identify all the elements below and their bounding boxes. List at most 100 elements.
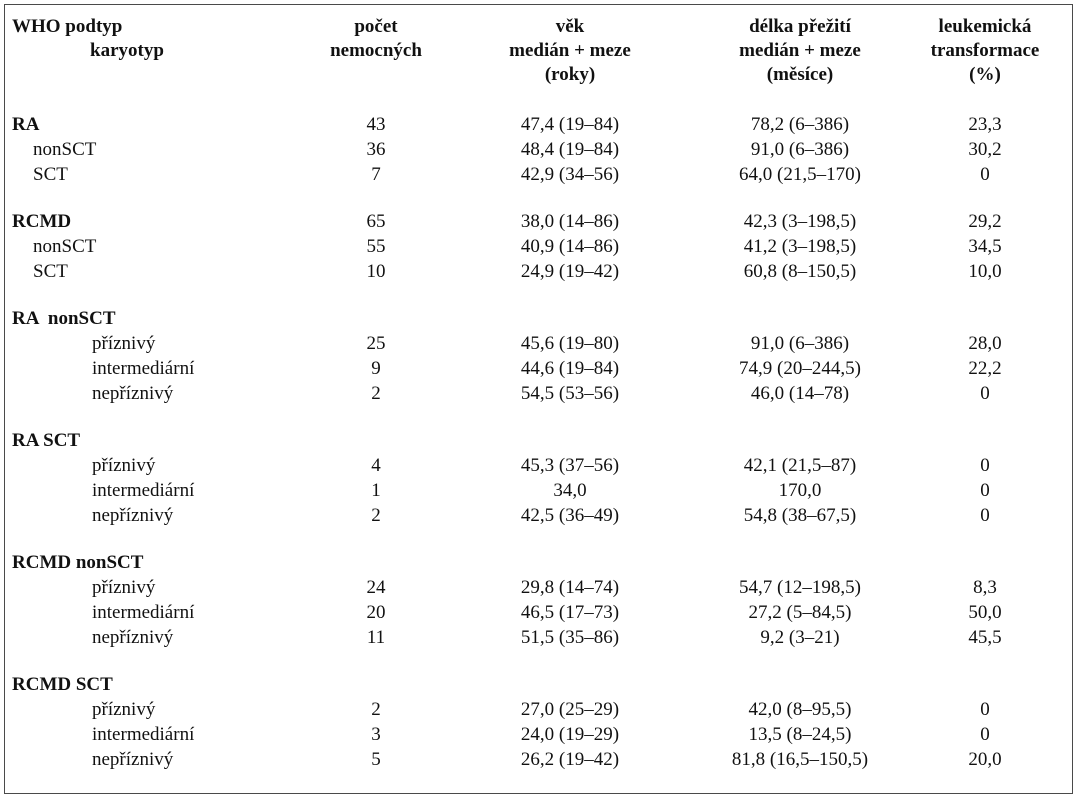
row-label: RCMD	[12, 211, 72, 232]
group-ra: RA 43 47,4 (19–84) 78,2 (6–386) 23,3 non…	[0, 112, 1079, 187]
cell-count: 43	[366, 114, 386, 135]
cell-count: 5	[371, 749, 381, 770]
cell-age: 42,5 (36–49)	[520, 505, 620, 526]
cell-count: 24	[366, 577, 386, 598]
table-row: RA SCT	[0, 428, 1079, 453]
group-rcmd-sct: RCMD SCT příznivý 2 27,0 (25–29) 42,0 (8…	[0, 672, 1079, 772]
header-survival-line-3: (měsíce)	[766, 64, 834, 85]
cell-survival: 9,2 (3–21)	[760, 627, 840, 648]
cell-leukemic: 0	[980, 505, 990, 526]
cell-leukemic: 29,2	[968, 211, 1002, 232]
cell-count: 1	[371, 480, 381, 501]
cell-leukemic: 45,5	[968, 627, 1002, 648]
header-leukemic-line-3: (%)	[969, 64, 1001, 85]
cell-survival: 27,2 (5–84,5)	[748, 602, 852, 623]
cell-survival: 54,8 (38–67,5)	[743, 505, 857, 526]
table-row: RA nonSCT	[0, 306, 1079, 331]
table-header: WHO podtyp karyotyp počet nemocných věk …	[0, 0, 1079, 110]
group-ra-nonsct: RA nonSCT příznivý 25 45,6 (19–80) 91,0 …	[0, 306, 1079, 406]
cell-age: 27,0 (25–29)	[520, 699, 620, 720]
row-label: nepříznivý	[92, 749, 174, 770]
cell-survival: 60,8 (8–150,5)	[743, 261, 857, 282]
cell-leukemic: 50,0	[968, 602, 1002, 623]
cell-age: 45,3 (37–56)	[520, 455, 620, 476]
header-count-line-1: počet	[354, 16, 398, 37]
header-age-line-1: věk	[555, 16, 585, 37]
cell-age: 29,8 (14–74)	[520, 577, 620, 598]
row-label: nepříznivý	[92, 627, 174, 648]
cell-count: 2	[371, 505, 381, 526]
row-label: RA SCT	[12, 430, 81, 451]
row-label: intermediární	[92, 480, 195, 501]
cell-survival: 78,2 (6–386)	[750, 114, 850, 135]
table-body: RA 43 47,4 (19–84) 78,2 (6–386) 23,3 non…	[0, 112, 1079, 794]
cell-leukemic: 10,0	[968, 261, 1002, 282]
table-row: příznivý 24 29,8 (14–74) 54,7 (12–198,5)…	[0, 575, 1079, 600]
row-label: nepříznivý	[92, 505, 174, 526]
table-row: příznivý 4 45,3 (37–56) 42,1 (21,5–87) 0	[0, 453, 1079, 478]
table-row: intermediární 20 46,5 (17–73) 27,2 (5–84…	[0, 600, 1079, 625]
table-row: RA 43 47,4 (19–84) 78,2 (6–386) 23,3	[0, 112, 1079, 137]
cell-age: 40,9 (14–86)	[520, 236, 620, 257]
group-rcmd-nonsct: RCMD nonSCT příznivý 24 29,8 (14–74) 54,…	[0, 550, 1079, 650]
cell-survival: 42,1 (21,5–87)	[743, 455, 857, 476]
header-leukemic-line-1: leukemická	[938, 16, 1032, 37]
row-label: RA	[12, 114, 40, 135]
cell-survival: 41,2 (3–198,5)	[743, 236, 857, 257]
group-rcmd: RCMD 65 38,0 (14–86) 42,3 (3–198,5) 29,2…	[0, 209, 1079, 284]
cell-count: 36	[366, 139, 386, 160]
header-survival-line-2: medián + meze	[739, 40, 861, 61]
header-leukemic-transformation: leukemická transformace (%)	[910, 15, 1060, 87]
cell-age: 46,5 (17–73)	[520, 602, 620, 623]
cell-count: 2	[371, 699, 381, 720]
cell-count: 20	[366, 602, 386, 623]
header-count-line-2: nemocných	[330, 40, 422, 61]
table-row: nonSCT 55 40,9 (14–86) 41,2 (3–198,5) 34…	[0, 234, 1079, 259]
table-row: RCMD nonSCT	[0, 550, 1079, 575]
cell-age: 24,9 (19–42)	[520, 261, 620, 282]
cell-leukemic: 0	[980, 383, 990, 404]
cell-leukemic: 22,2	[968, 358, 1002, 379]
table-row: nepříznivý 2 54,5 (53–56) 46,0 (14–78) 0	[0, 381, 1079, 406]
cell-age: 48,4 (19–84)	[520, 139, 620, 160]
cell-age: 47,4 (19–84)	[520, 114, 620, 135]
cell-count: 2	[371, 383, 381, 404]
cell-age: 38,0 (14–86)	[520, 211, 620, 232]
header-who-line-1: WHO podtyp	[12, 16, 123, 37]
group-ra-sct: RA SCT příznivý 4 45,3 (37–56) 42,1 (21,…	[0, 428, 1079, 528]
cell-age: 54,5 (53–56)	[520, 383, 620, 404]
table-row: intermediární 3 24,0 (19–29) 13,5 (8–24,…	[0, 722, 1079, 747]
table-row: nonSCT 36 48,4 (19–84) 91,0 (6–386) 30,2	[0, 137, 1079, 162]
row-label: SCT	[33, 164, 68, 185]
cell-survival: 46,0 (14–78)	[750, 383, 850, 404]
cell-count: 9	[371, 358, 381, 379]
row-label: nonSCT	[33, 236, 97, 257]
row-label: nonSCT	[33, 139, 97, 160]
cell-age: 44,6 (19–84)	[520, 358, 620, 379]
row-label: RCMD nonSCT	[12, 552, 144, 573]
cell-count: 3	[371, 724, 381, 745]
cell-survival: 91,0 (6–386)	[750, 139, 850, 160]
table-row: nepříznivý 5 26,2 (19–42) 81,8 (16,5–150…	[0, 747, 1079, 772]
cell-count: 55	[366, 236, 386, 257]
header-patient-count: počet nemocných	[316, 15, 436, 63]
cell-count: 65	[366, 211, 386, 232]
row-label: příznivý	[92, 699, 156, 720]
cell-count: 7	[371, 164, 381, 185]
header-who-subtype: WHO podtyp karyotyp	[12, 15, 232, 63]
cell-survival: 91,0 (6–386)	[750, 333, 850, 354]
header-leukemic-line-2: transformace	[930, 40, 1040, 61]
cell-survival: 54,7 (12–198,5)	[739, 577, 861, 598]
cell-survival: 74,9 (20–244,5)	[739, 358, 861, 379]
row-label: intermediární	[92, 724, 195, 745]
table-row: nepříznivý 2 42,5 (36–49) 54,8 (38–67,5)…	[0, 503, 1079, 528]
cell-survival: 13,5 (8–24,5)	[748, 724, 852, 745]
row-label: příznivý	[92, 455, 156, 476]
cell-count: 4	[371, 455, 381, 476]
cell-survival: 81,8 (16,5–150,5)	[731, 749, 869, 770]
cell-survival: 42,3 (3–198,5)	[743, 211, 857, 232]
cell-leukemic: 0	[980, 724, 990, 745]
row-label: nepříznivý	[92, 383, 174, 404]
cell-leukemic: 0	[980, 455, 990, 476]
cell-leukemic: 0	[980, 480, 990, 501]
